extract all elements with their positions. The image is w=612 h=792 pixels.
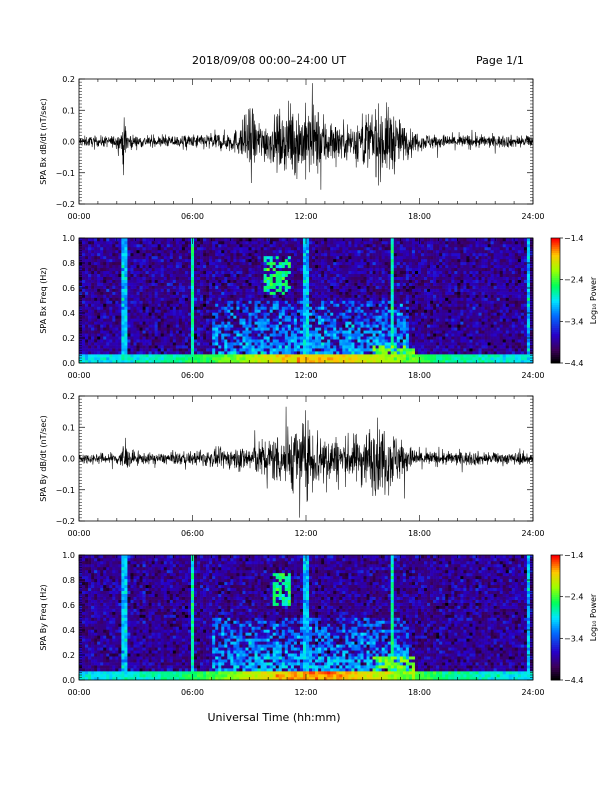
y-tick-label: 1.0 [62, 234, 75, 243]
x-tick-label: 00:00 [67, 371, 90, 380]
y-tick-label: 0.6 [62, 284, 75, 293]
colorbar-tick-label: −2.4 [564, 276, 583, 285]
x-tick-label: 06:00 [181, 371, 204, 380]
x-tick-label: 24:00 [521, 688, 544, 697]
y-axis-label: SPA Bx Freq (Hz) [39, 267, 48, 333]
y-tick-label: 0.2 [62, 392, 75, 401]
x-tick-label: 06:00 [181, 529, 204, 538]
y-tick-label: 0.1 [62, 423, 75, 432]
x-tick-label: 24:00 [521, 212, 544, 221]
x-tick-label: 00:00 [67, 688, 90, 697]
y-tick-label: −0.2 [56, 517, 75, 526]
colorbar-label: Log₁₀ Power [589, 593, 598, 641]
y-tick-label: 0.8 [62, 576, 75, 585]
figure-title: 2018/09/08 00:00–24:00 UT [192, 54, 347, 67]
y-tick-label: 0.1 [62, 106, 75, 115]
y-tick-label: 0.2 [62, 651, 75, 660]
y-axis-label: SPA By dB/dt (nT/sec) [39, 415, 48, 502]
y-tick-label: 0.0 [62, 455, 75, 464]
y-tick-label: 0.4 [62, 626, 75, 635]
waveform-line [78, 406, 534, 518]
colorbar-3 [550, 554, 563, 681]
x-tick-label: 18:00 [408, 688, 431, 697]
x-tick-label: 06:00 [181, 212, 204, 221]
x-axis-label: Universal Time (hh:mm) [208, 711, 341, 724]
y-tick-label: 0.2 [62, 75, 75, 84]
colorbar-label: Log₁₀ Power [589, 276, 598, 324]
colorbar-tick-label: −4.4 [564, 676, 583, 685]
y-axis-label: SPA Bx dB/dt (nT/sec) [39, 98, 48, 185]
y-tick-label: 0.0 [62, 138, 75, 147]
y-tick-label: 0.0 [62, 359, 75, 368]
x-tick-label: 06:00 [181, 688, 204, 697]
y-tick-label: 1.0 [62, 551, 75, 560]
colorbar-tick-label: −1.4 [564, 234, 583, 243]
x-tick-label: 12:00 [294, 212, 317, 221]
colorbar-tick-label: −1.4 [564, 551, 583, 560]
colorbar-1 [550, 237, 563, 364]
colorbar-tick-label: −3.4 [564, 317, 583, 326]
colorbar-tick-label: −4.4 [564, 359, 583, 368]
y-tick-label: 0.6 [62, 601, 75, 610]
x-tick-label: 12:00 [294, 688, 317, 697]
waveform-trace-0 [78, 83, 534, 190]
spectrogram-1 [79, 238, 534, 364]
y-tick-label: 0.8 [62, 259, 75, 268]
x-tick-label: 24:00 [521, 371, 544, 380]
colorbar-frame [550, 554, 561, 681]
y-tick-label: 0.0 [62, 676, 75, 685]
x-tick-label: 18:00 [408, 529, 431, 538]
y-axis-label: SPA By Freq (Hz) [39, 584, 48, 650]
y-tick-label: −0.1 [56, 486, 75, 495]
page-number: Page 1/1 [476, 54, 524, 67]
x-tick-label: 00:00 [67, 212, 90, 221]
y-tick-label: −0.2 [56, 200, 75, 209]
colorbar-frame [550, 237, 561, 364]
waveform-line [78, 83, 534, 190]
colorbar-tick-label: −2.4 [564, 593, 583, 602]
waveform-trace-2 [78, 406, 534, 518]
y-tick-label: −0.1 [56, 169, 75, 178]
x-tick-label: 18:00 [408, 212, 431, 221]
x-tick-label: 12:00 [294, 529, 317, 538]
x-tick-label: 12:00 [294, 371, 317, 380]
x-tick-label: 00:00 [67, 529, 90, 538]
x-tick-label: 18:00 [408, 371, 431, 380]
colorbar-tick-label: −3.4 [564, 634, 583, 643]
y-tick-label: 0.2 [62, 334, 75, 343]
y-tick-label: 0.4 [62, 309, 75, 318]
spectrogram-3 [79, 555, 534, 681]
x-tick-label: 24:00 [521, 529, 544, 538]
